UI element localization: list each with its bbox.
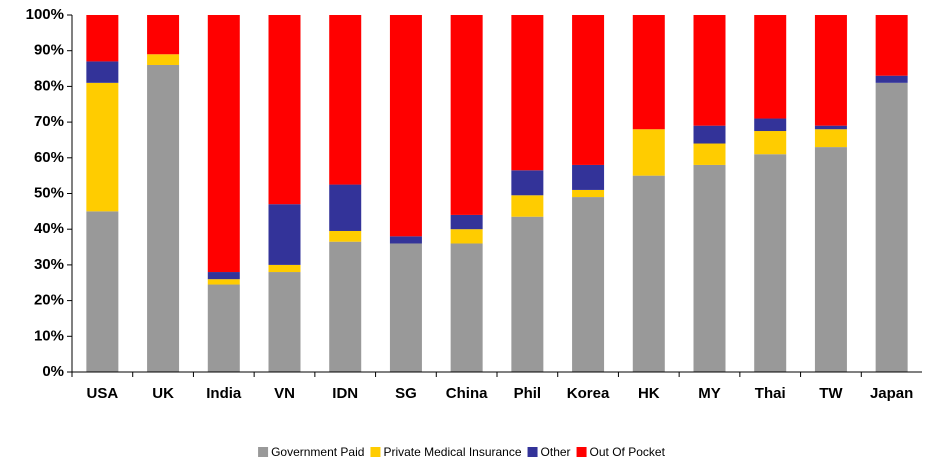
bar-segment: [814, 147, 847, 372]
bar-segment: [268, 272, 301, 372]
x-tick-label: MY: [698, 385, 721, 402]
legend-label: Government Paid: [271, 445, 364, 459]
legend-label: Other: [541, 445, 571, 459]
bar-segment: [693, 143, 726, 165]
bar-segment: [572, 164, 605, 190]
bar-segment: [754, 15, 787, 119]
bar-segment: [754, 154, 787, 372]
bar-segment: [450, 243, 483, 372]
y-tick-label: 80%: [34, 77, 64, 94]
bar-segment: [86, 211, 119, 372]
bar-segment: [875, 75, 908, 83]
bar-segment: [207, 272, 240, 280]
bar-segment: [207, 279, 240, 285]
bar-segment: [875, 82, 908, 372]
x-tick-label: China: [446, 385, 488, 402]
bar-segment: [329, 15, 362, 185]
bar-segment: [389, 243, 422, 372]
bar-segment: [572, 189, 605, 198]
x-tick-label: UK: [152, 385, 174, 402]
bar-segment: [814, 15, 847, 126]
bar-segment: [814, 125, 847, 130]
x-tick-label: Korea: [567, 385, 610, 402]
bar-segment: [511, 195, 544, 217]
bar-segment: [754, 118, 787, 132]
y-tick-label: 90%: [34, 42, 64, 59]
y-tick-label: 30%: [34, 256, 64, 273]
x-tick-label: VN: [274, 385, 295, 402]
legend-label: Out Of Pocket: [590, 445, 666, 459]
bar-segment: [86, 82, 119, 212]
bar-segment: [450, 214, 483, 230]
legend-label: Private Medical Insurance: [383, 445, 521, 459]
bar-segment: [268, 264, 301, 273]
y-tick-label: 50%: [34, 184, 64, 201]
x-tick-label: Phil: [514, 385, 542, 402]
bar-segment: [511, 170, 544, 196]
legend-swatch: [258, 447, 269, 457]
bar-segment: [329, 230, 362, 242]
bar-segment: [693, 125, 726, 144]
bar-segment: [86, 61, 119, 83]
y-tick-label: 20%: [34, 292, 64, 309]
bar-segment: [693, 15, 726, 126]
x-tick-label: Japan: [870, 385, 913, 402]
y-tick-label: 70%: [34, 113, 64, 130]
x-tick-label: SG: [395, 385, 417, 402]
bar-segment: [572, 15, 605, 165]
bar-segment: [632, 175, 665, 372]
bar-segment: [632, 15, 665, 130]
legend-swatch: [576, 447, 587, 457]
bar-segment: [754, 131, 787, 155]
bar-segment: [86, 15, 119, 62]
bar-segment: [814, 129, 847, 148]
y-tick-label: 60%: [34, 149, 64, 166]
bar-segment: [693, 164, 726, 372]
bar-segment: [147, 64, 180, 372]
bar-segment: [511, 216, 544, 372]
x-tick-label: IDN: [332, 385, 358, 402]
bar-segment: [450, 229, 483, 244]
legend-swatch: [527, 447, 538, 457]
bar-segment: [329, 184, 362, 231]
bar-segment: [207, 15, 240, 273]
bar-segment: [632, 129, 665, 176]
y-tick-label: 100%: [26, 6, 64, 23]
bar-segment: [572, 197, 605, 372]
bar-segment: [329, 241, 362, 372]
legend-swatch: [370, 447, 381, 457]
bar-segment: [207, 284, 240, 372]
y-tick-label: 40%: [34, 220, 64, 237]
bar-segment: [389, 15, 422, 237]
bar-segment: [389, 236, 422, 244]
bar-segment: [147, 54, 180, 65]
bar-segment: [268, 204, 301, 265]
bar-segment: [875, 15, 908, 76]
y-tick-label: 10%: [34, 327, 64, 344]
x-tick-label: HK: [638, 385, 660, 402]
bar-segment: [268, 15, 301, 205]
bar-segment: [511, 15, 544, 171]
x-tick-label: TW: [819, 385, 843, 402]
x-tick-label: USA: [87, 385, 119, 402]
x-tick-label: India: [206, 385, 242, 402]
bar-segment: [147, 15, 180, 55]
bar-segment: [450, 15, 483, 215]
x-tick-label: Thai: [755, 385, 786, 402]
y-tick-label: 0%: [42, 363, 64, 380]
